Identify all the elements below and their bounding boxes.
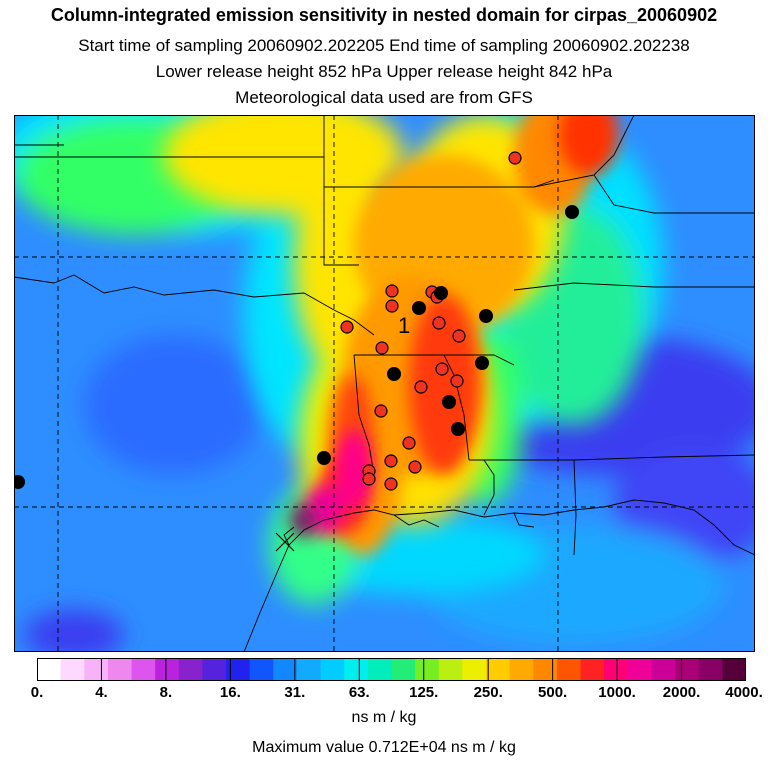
colorbar-tick-label: 1000. [598, 684, 636, 701]
receptor-label: 1 [398, 313, 410, 338]
colorbar-cell [84, 658, 109, 681]
colorbar [37, 658, 746, 681]
black-marker [479, 309, 493, 323]
colorbar-cell [580, 658, 605, 681]
colorbar-tick-label: 250. [473, 684, 503, 701]
colorbar-tick-label: 31. [284, 684, 306, 701]
colorbar-tick-label: 500. [538, 684, 568, 701]
red-marker [385, 284, 399, 298]
colorbar-tick-label: 0. [30, 684, 44, 701]
black-marker [451, 422, 465, 436]
red-marker [384, 477, 398, 491]
colorbar-cell [37, 658, 62, 681]
sampling-time-line: Start time of sampling 20060902.202205 E… [78, 36, 690, 55]
map-frame [14, 115, 755, 652]
colorbar-tick-label: 16. [219, 684, 241, 701]
colorbar-cell [438, 658, 463, 681]
colorbar-cell [226, 658, 251, 681]
colorbar-cell [391, 658, 416, 681]
black-marker [442, 395, 456, 409]
colorbar-tick-label: 2000. [662, 684, 701, 701]
colorbar-tick-label: 63. [348, 684, 370, 701]
colorbar-cell [155, 658, 180, 681]
red-marker [384, 454, 398, 468]
release-height-line: Lower release height 852 hPa Upper relea… [155, 62, 613, 81]
colorbar-cell [556, 658, 582, 681]
red-marker [414, 380, 428, 394]
red-marker [450, 374, 464, 388]
colorbar-cell [273, 658, 298, 681]
black-marker [317, 451, 331, 465]
colorbar-cell [651, 658, 676, 681]
black-marker [434, 286, 448, 300]
colorbar-cell [509, 658, 534, 681]
colorbar-cell [320, 658, 345, 681]
state-boundaries [14, 115, 755, 556]
black-marker [387, 367, 401, 381]
colorbar-tick-label: 8. [159, 684, 173, 701]
black-marker [565, 205, 579, 219]
red-marker [508, 151, 522, 165]
red-marker [402, 436, 416, 450]
colorbar-cell [178, 658, 204, 681]
red-marker [374, 404, 388, 418]
black-marker [412, 301, 426, 315]
colorbar-cell [107, 658, 133, 681]
colorbar-tick-label: 4. [95, 684, 108, 701]
colorbar-cell [131, 658, 156, 681]
colorbar-cell [533, 658, 558, 681]
colorbar-units: ns m / kg [351, 709, 417, 726]
colorbar-cell [367, 658, 393, 681]
colorbar-cell [344, 658, 369, 681]
colorbar-cell [604, 658, 629, 681]
colorbar-tick-label: 125. [409, 684, 439, 701]
red-marker [432, 316, 446, 330]
colorbar-cell [202, 658, 227, 681]
colorbar-cell [486, 658, 511, 681]
colorbar-cell [675, 658, 700, 681]
colorbar-tick-label: 4000. [725, 684, 763, 701]
colorbar-cell [60, 658, 85, 681]
sensitivity-map: 1 [14, 115, 755, 652]
colorbar-cell [698, 658, 723, 681]
colorbar-cell [249, 658, 274, 681]
met-data-line: Meteorological data used are from GFS [235, 88, 533, 107]
colorbar-cell [462, 658, 487, 681]
black-markers [14, 205, 579, 489]
figure-title: Column-integrated emission sensitivity i… [50, 5, 718, 25]
red-marker [340, 320, 354, 334]
graticule [14, 115, 755, 652]
red-marker [435, 362, 449, 376]
red-marker [375, 341, 389, 355]
red-marker [362, 472, 376, 486]
colorbar-cell [415, 658, 440, 681]
black-marker [14, 475, 25, 489]
release-location-marker [275, 532, 295, 552]
black-marker [475, 356, 489, 370]
colorbar-cell [722, 658, 746, 681]
red-marker [408, 460, 422, 474]
red-marker [452, 329, 466, 343]
red-marker [385, 299, 399, 313]
colorbar-cell [627, 658, 653, 681]
maximum-value: Maximum value 0.712E+04 ns m / kg [252, 739, 516, 756]
coastline [243, 499, 755, 652]
colorbar-cell [296, 658, 322, 681]
